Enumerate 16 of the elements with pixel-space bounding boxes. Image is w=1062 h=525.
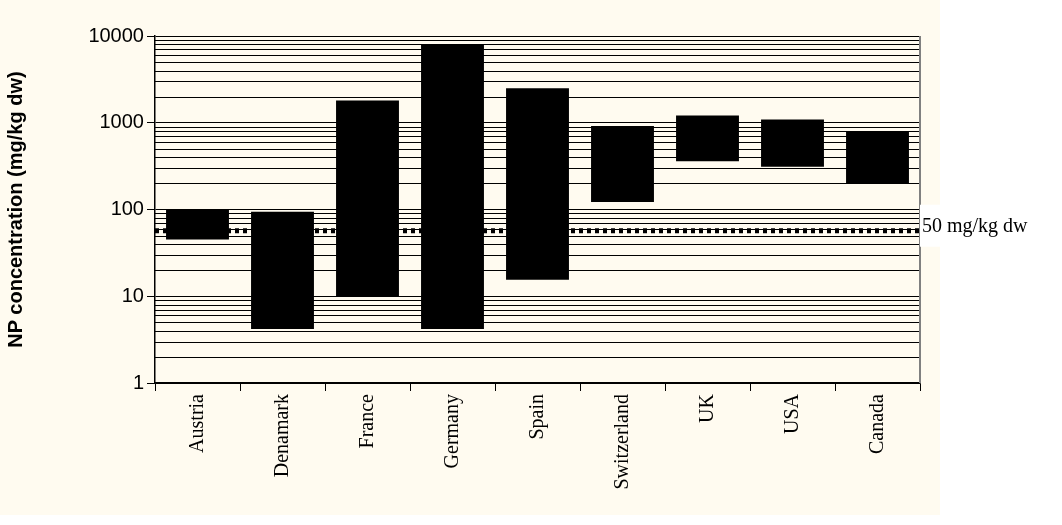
x-tick-label: USA	[779, 393, 802, 435]
x-tick-label: Switzerland	[609, 394, 632, 490]
y-tick-label: 1	[132, 370, 144, 393]
x-tick-label: Spain	[524, 394, 548, 440]
x-tick-label: Canada	[864, 393, 887, 454]
x-tick-label: Denamark	[269, 394, 292, 478]
y-tick-label: 100	[110, 197, 144, 220]
x-tick-label: France	[354, 393, 377, 449]
y-tick-label: 1000	[99, 110, 144, 133]
x-tick-label: Germany	[439, 394, 463, 469]
y-tick-label: 10000	[88, 23, 144, 46]
ref-line-label: 50 mg/kg dw	[922, 213, 1029, 237]
y-tick-label: 10	[121, 283, 144, 306]
x-tick-label: UK	[694, 393, 717, 423]
y-axis-title: NP concentration (mg/kg dw)	[3, 71, 26, 348]
x-tick-label: Austria	[184, 393, 207, 453]
